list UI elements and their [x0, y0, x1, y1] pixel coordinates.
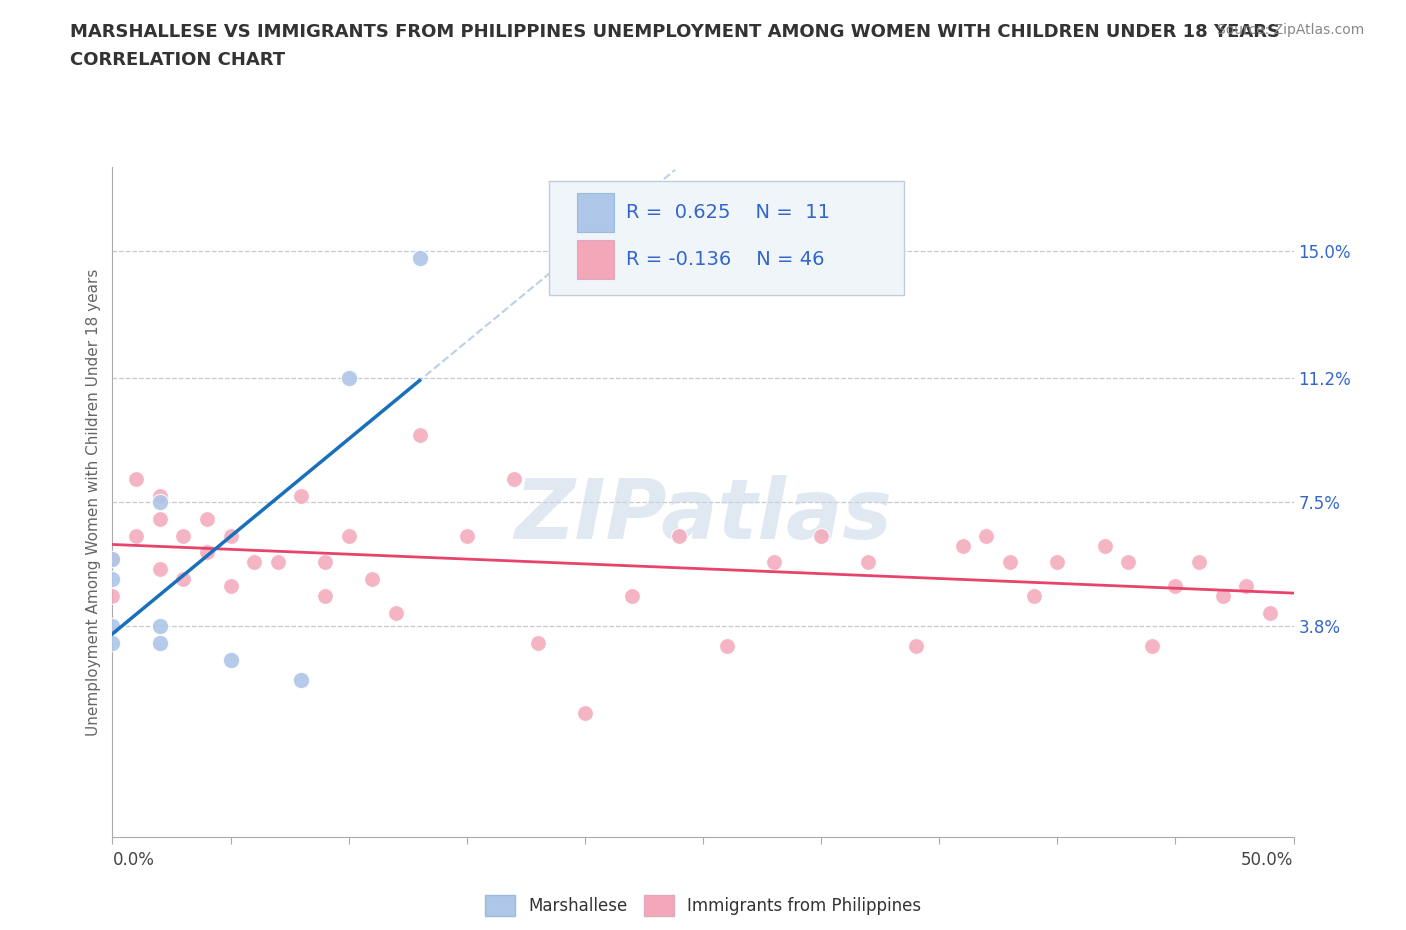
Legend: Marshallese, Immigrants from Philippines: Marshallese, Immigrants from Philippines: [485, 896, 921, 916]
Point: [952, 538, 974, 553]
Point: [904, 639, 927, 654]
Point: [219, 652, 242, 667]
Point: [149, 562, 172, 577]
Point: [290, 672, 312, 687]
Point: [1022, 589, 1045, 604]
Point: [125, 472, 148, 486]
Point: [976, 528, 998, 543]
Point: [998, 555, 1021, 570]
Point: [503, 472, 526, 486]
Point: [149, 488, 172, 503]
Point: [172, 572, 194, 587]
Text: R = -0.136    N = 46: R = -0.136 N = 46: [626, 250, 825, 269]
Text: R =  0.625    N =  11: R = 0.625 N = 11: [626, 203, 830, 221]
Point: [267, 555, 290, 570]
Point: [1164, 578, 1187, 593]
Text: Source: ZipAtlas.com: Source: ZipAtlas.com: [1216, 23, 1364, 37]
Point: [1234, 578, 1257, 593]
Point: [1116, 555, 1139, 570]
Point: [101, 551, 124, 566]
Point: [125, 528, 148, 543]
Point: [361, 572, 384, 587]
Y-axis label: Unemployment Among Women with Children Under 18 years: Unemployment Among Women with Children U…: [86, 269, 101, 736]
Point: [1094, 538, 1116, 553]
Text: 50.0%: 50.0%: [1241, 851, 1294, 869]
Point: [621, 589, 644, 604]
Point: [1212, 589, 1234, 604]
Text: 0.0%: 0.0%: [112, 851, 155, 869]
Point: [314, 589, 336, 604]
FancyBboxPatch shape: [576, 193, 614, 232]
Point: [858, 555, 880, 570]
Point: [408, 428, 430, 443]
Text: MARSHALLESE VS IMMIGRANTS FROM PHILIPPINES UNEMPLOYMENT AMONG WOMEN WITH CHILDRE: MARSHALLESE VS IMMIGRANTS FROM PHILIPPIN…: [70, 23, 1281, 41]
Point: [149, 618, 172, 633]
Point: [149, 495, 172, 510]
Point: [101, 572, 124, 587]
Point: [337, 371, 360, 386]
Point: [101, 618, 124, 633]
Text: ZIPatlas: ZIPatlas: [515, 475, 891, 556]
Point: [574, 706, 596, 721]
FancyBboxPatch shape: [576, 240, 614, 279]
Point: [101, 551, 124, 566]
Point: [456, 528, 478, 543]
Point: [290, 488, 312, 503]
Point: [149, 512, 172, 526]
Point: [219, 578, 242, 593]
Point: [762, 555, 785, 570]
Point: [1258, 605, 1281, 620]
Point: [1046, 555, 1069, 570]
Point: [195, 512, 218, 526]
Point: [101, 589, 124, 604]
Point: [810, 528, 832, 543]
Point: [337, 528, 360, 543]
Point: [195, 545, 218, 560]
Point: [1188, 555, 1211, 570]
Point: [314, 555, 336, 570]
Point: [101, 635, 124, 650]
Point: [243, 555, 266, 570]
Point: [385, 605, 408, 620]
Point: [668, 528, 690, 543]
Point: [526, 635, 548, 650]
Text: CORRELATION CHART: CORRELATION CHART: [70, 51, 285, 69]
Point: [149, 635, 172, 650]
FancyBboxPatch shape: [550, 180, 904, 295]
Point: [408, 250, 430, 265]
Point: [716, 639, 738, 654]
Point: [1140, 639, 1163, 654]
Point: [219, 528, 242, 543]
Point: [172, 528, 194, 543]
